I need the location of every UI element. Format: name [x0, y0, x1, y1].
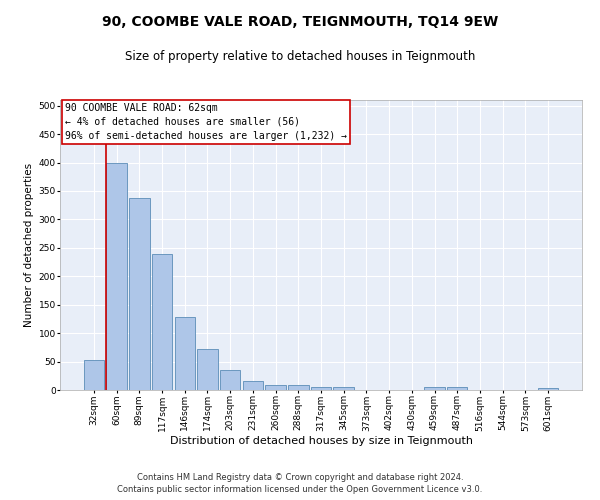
Bar: [265, 386, 286, 390]
Text: Contains public sector information licensed under the Open Government Licence v3: Contains public sector information licen…: [118, 485, 482, 494]
Bar: [175, 317, 195, 390]
Text: Size of property relative to detached houses in Teignmouth: Size of property relative to detached ho…: [125, 50, 475, 63]
Text: Contains HM Land Registry data © Crown copyright and database right 2024.: Contains HM Land Registry data © Crown c…: [137, 474, 463, 482]
Y-axis label: Number of detached properties: Number of detached properties: [25, 163, 34, 327]
Bar: [334, 387, 354, 390]
Bar: [447, 386, 467, 390]
Bar: [242, 381, 263, 390]
Bar: [538, 388, 558, 390]
Bar: [288, 386, 308, 390]
Bar: [129, 198, 149, 390]
Bar: [106, 162, 127, 390]
Bar: [220, 370, 241, 390]
Text: 90 COOMBE VALE ROAD: 62sqm
← 4% of detached houses are smaller (56)
96% of semi-: 90 COOMBE VALE ROAD: 62sqm ← 4% of detac…: [65, 103, 347, 141]
Bar: [152, 254, 172, 390]
X-axis label: Distribution of detached houses by size in Teignmouth: Distribution of detached houses by size …: [170, 436, 473, 446]
Bar: [311, 387, 331, 390]
Bar: [197, 349, 218, 390]
Text: 90, COOMBE VALE ROAD, TEIGNMOUTH, TQ14 9EW: 90, COOMBE VALE ROAD, TEIGNMOUTH, TQ14 9…: [102, 15, 498, 29]
Bar: [84, 360, 104, 390]
Bar: [424, 386, 445, 390]
